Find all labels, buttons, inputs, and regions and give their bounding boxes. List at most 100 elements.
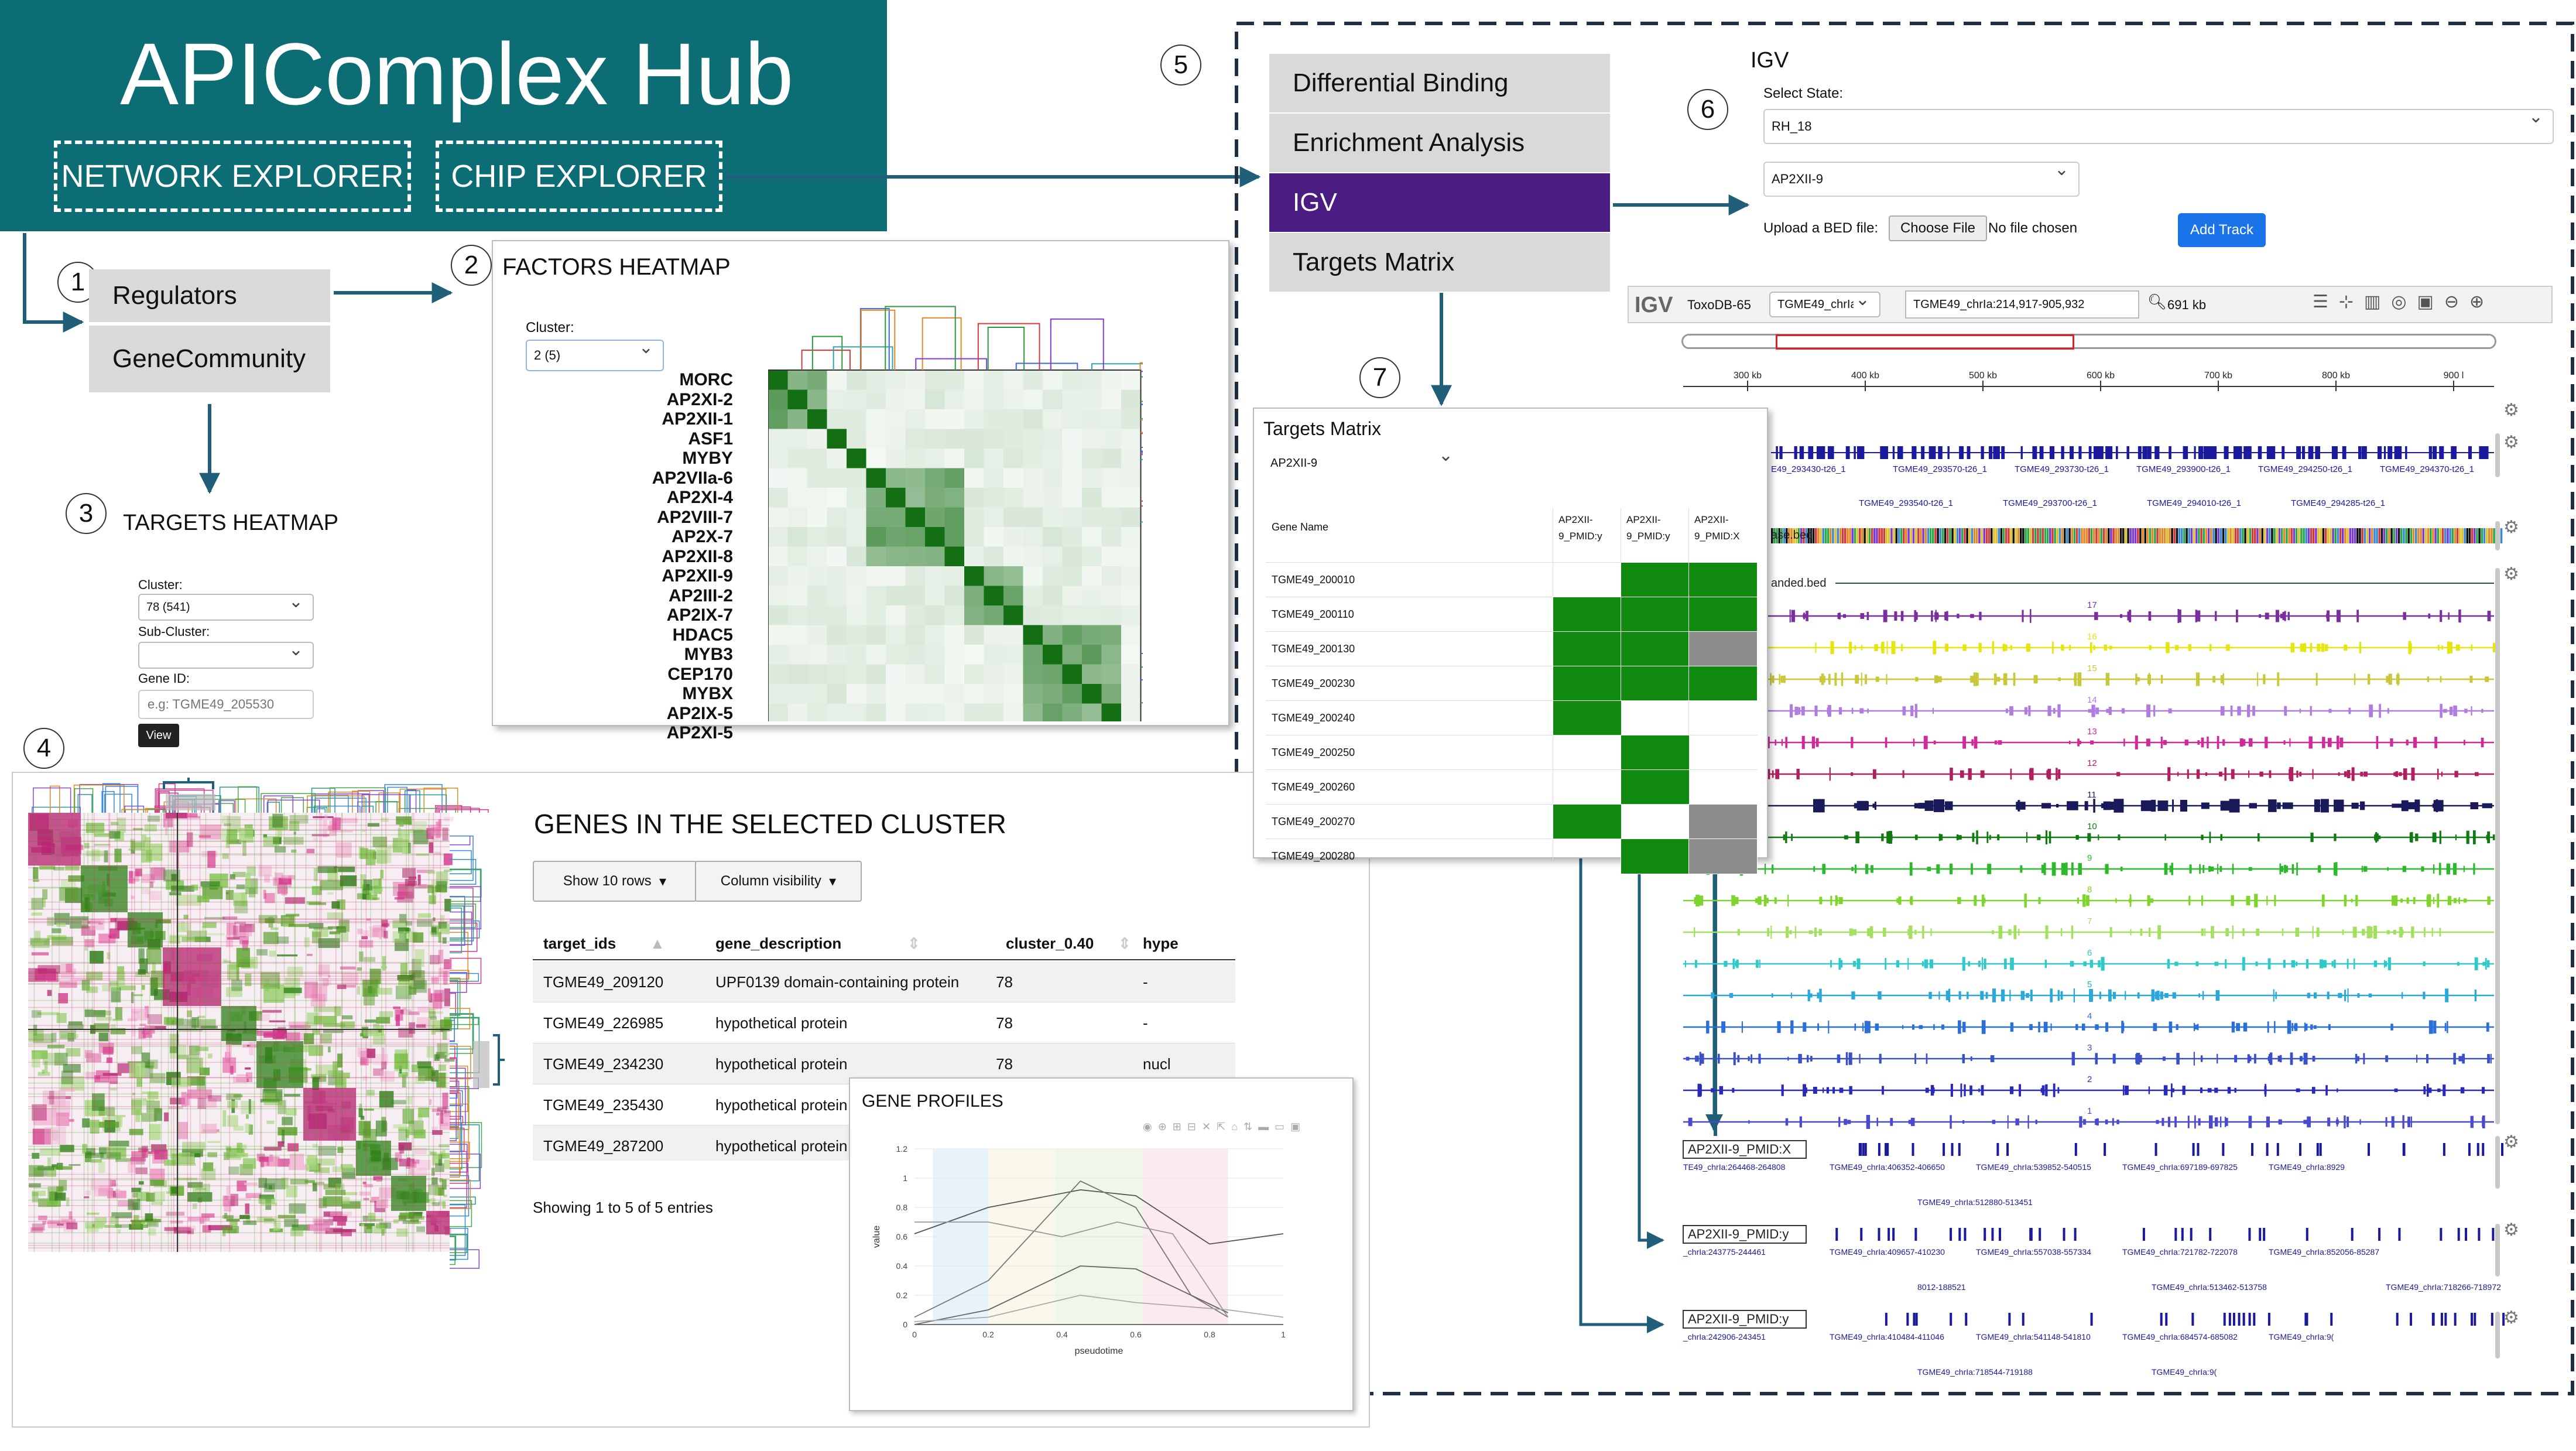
heatmap-cell <box>1043 389 1063 409</box>
view-button[interactable]: View <box>138 724 179 747</box>
gear-icon[interactable]: ⚙ <box>2503 432 2519 453</box>
matrix-cell[interactable] <box>1553 804 1622 840</box>
heatmap-cell <box>847 645 866 665</box>
heatmap-cell <box>787 449 807 468</box>
matrix-cell[interactable] <box>1553 666 1622 701</box>
ideogram-viewport[interactable] <box>1776 334 2074 350</box>
heatmap-cell <box>1023 468 1043 488</box>
search-icon[interactable]: 🔍︎ <box>2147 293 2167 310</box>
geneid-input[interactable] <box>138 690 314 719</box>
state-peak <box>2077 897 2080 904</box>
matrix-cell[interactable] <box>1688 666 1758 701</box>
gear-icon[interactable]: ⚙ <box>2503 1308 2519 1328</box>
factor-select[interactable]: AP2XII-9 <box>1763 159 2080 197</box>
menu-igv[interactable]: IGV <box>1269 173 1610 232</box>
state-peak <box>2255 961 2258 966</box>
heatmap-cell <box>944 645 964 665</box>
col-cluster[interactable]: cluster_0.40 <box>1006 935 1094 952</box>
targets-cluster-select[interactable]: 78 (541) <box>138 591 314 621</box>
state-peak <box>2137 992 2140 999</box>
state-peak <box>2026 644 2030 652</box>
state-peak <box>2187 1115 2190 1128</box>
menu-differential-binding[interactable]: Differential Binding <box>1269 54 1610 112</box>
state-peak <box>1898 896 1902 905</box>
matrix-cell[interactable] <box>1621 597 1690 632</box>
matrix-cell[interactable] <box>1621 631 1690 667</box>
chromosome-ideogram[interactable] <box>1681 334 2496 350</box>
matrix-factor-select[interactable]: AP2XII-9 <box>1263 445 1462 478</box>
state-peak <box>1875 676 1879 682</box>
heatmap-patch <box>203 1162 214 1171</box>
matrix-cell[interactable] <box>1688 804 1758 840</box>
gear-icon[interactable]: ⚙ <box>2503 400 2519 420</box>
targets-cluster-value: 78 (541) <box>146 600 190 614</box>
menu-targets-matrix[interactable]: Targets Matrix <box>1269 233 1610 292</box>
col-hype[interactable]: hype <box>1143 935 1179 952</box>
state-peak <box>2482 803 2492 809</box>
matrix-cell[interactable] <box>1553 631 1622 667</box>
menu-enrichment-analysis[interactable]: Enrichment Analysis <box>1269 114 1610 172</box>
matrix-cell[interactable] <box>1621 666 1690 701</box>
bed-feature <box>2363 528 2366 543</box>
bed-feature <box>2500 528 2503 543</box>
state-peak <box>2337 1117 2338 1127</box>
column-visibility-button[interactable]: Column visibility ▾ <box>695 861 862 902</box>
state-peak <box>2387 957 2391 970</box>
state-peak <box>1767 769 1770 779</box>
matrix-cell[interactable] <box>1688 597 1758 632</box>
state-peak <box>2246 895 2250 906</box>
heatmap-patch <box>164 1112 169 1122</box>
state-peak <box>2071 862 2074 876</box>
matrix-cell[interactable] <box>1621 769 1690 805</box>
subcluster-select[interactable] <box>138 639 314 669</box>
state-peak <box>1814 705 1818 717</box>
sort-icon[interactable]: ▲ <box>650 935 665 952</box>
matrix-cell[interactable] <box>1621 839 1690 874</box>
heatmap-patch <box>197 895 210 902</box>
table-row[interactable]: TGME49_209120 UPF0139 domain-containing p… <box>533 961 1235 1002</box>
menu-genecommunity[interactable]: GeneCommunity <box>89 326 330 392</box>
menu-regulators[interactable]: Regulators <box>89 269 330 322</box>
choose-file-button[interactable]: Choose File <box>1889 215 1987 241</box>
igv-tool-icons[interactable]: ☰⊹▥◎▣⊖⊕ <box>2313 292 2495 312</box>
state-peak <box>2325 1085 2328 1096</box>
sort-icon[interactable]: ⇕ <box>1118 935 1131 952</box>
col-target-ids[interactable]: target_ids <box>543 935 616 952</box>
matrix-cell[interactable] <box>1621 735 1690 771</box>
heatmap-patch <box>285 913 300 917</box>
table-row[interactable]: TGME49_226985 hypothetical protein 78- <box>533 1002 1235 1043</box>
state-select[interactable]: RH_18 <box>1763 107 2554 144</box>
matrix-cell[interactable] <box>1688 562 1758 598</box>
matrix-cell[interactable] <box>1553 597 1622 632</box>
factors-cluster-select[interactable]: 2 (5) <box>526 337 664 371</box>
gear-icon[interactable]: ⚙ <box>2503 1132 2519 1152</box>
state-peak <box>2249 738 2253 747</box>
state-peak <box>1879 1053 1882 1064</box>
col-gene-description[interactable]: gene_description <box>715 935 842 952</box>
sort-icon[interactable]: ⇕ <box>907 935 920 952</box>
gear-icon[interactable]: ⚙ <box>2503 1220 2519 1240</box>
gear-icon[interactable]: ⚙ <box>2503 517 2519 538</box>
heatmap-cell <box>787 684 807 704</box>
matrix-cell[interactable] <box>1553 700 1622 736</box>
state-peak <box>2078 863 2082 875</box>
matrix-cell[interactable] <box>1688 631 1758 667</box>
heatmap-patch <box>178 1029 203 1032</box>
chip-explorer-button[interactable]: CHIP EXPLORER <box>436 141 722 212</box>
state-peak <box>2220 675 2224 683</box>
chrom-select[interactable]: TGME49_chrIa <box>1769 289 1880 317</box>
plot-toolbar[interactable]: ◉⊕⊞⊟✕⇱⌂⇅▬▭▣ <box>1143 1121 1307 1132</box>
heatmap-stripe <box>28 918 450 919</box>
locus-input[interactable]: TGME49_chrIa:214,917-905,932 <box>1905 290 2139 319</box>
add-track-button[interactable]: Add Track <box>2178 213 2266 247</box>
gear-icon[interactable]: ⚙ <box>2503 564 2519 584</box>
heatmap-patch <box>270 927 279 930</box>
show-rows-button[interactable]: Show 10 rows ▾ <box>533 861 697 902</box>
network-explorer-button[interactable]: NETWORK EXPLORER <box>54 141 411 212</box>
state-peak <box>2112 1053 2116 1064</box>
matrix-cell[interactable] <box>1688 839 1758 874</box>
bed-feature <box>2461 528 2464 543</box>
state-peak <box>2296 1088 2300 1093</box>
matrix-cell[interactable] <box>1621 562 1690 598</box>
heatmap-patch <box>261 1202 278 1206</box>
